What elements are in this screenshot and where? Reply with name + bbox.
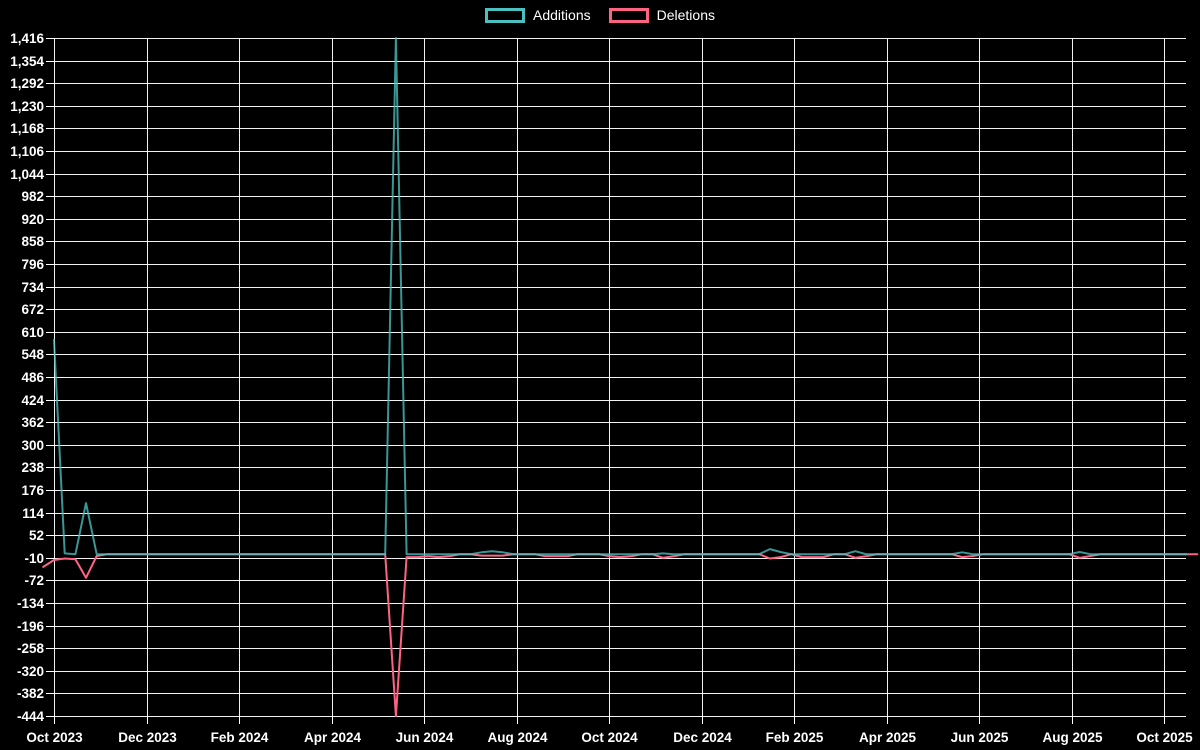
x-tick-label: Apr 2025 [859, 730, 917, 745]
y-tick-label: -444 [17, 709, 45, 724]
y-tick-label: 1,416 [10, 31, 44, 46]
y-tick-label: 920 [21, 212, 44, 227]
y-tick-label: 1,168 [10, 121, 44, 136]
y-tick-label: -382 [17, 686, 44, 701]
deletions-line [42, 553, 1199, 717]
deletions-legend-label: Deletions [656, 7, 715, 23]
additions-swatch [485, 7, 526, 23]
additions-line [53, 37, 1188, 556]
y-tick-label: 300 [21, 438, 44, 453]
y-tick-label: 548 [21, 347, 44, 362]
y-tick-label: 982 [21, 189, 44, 204]
y-tick-label: -10 [24, 551, 44, 566]
x-tick-label: Oct 2023 [26, 730, 83, 745]
x-tick-label: Feb 2025 [766, 730, 824, 745]
y-tick-label: 796 [21, 257, 44, 272]
y-tick-label: -258 [17, 641, 45, 656]
y-tick-label: 1,044 [10, 167, 44, 182]
y-tick-label: -320 [17, 664, 44, 679]
y-tick-label: 610 [21, 325, 44, 340]
chart-legend: Additions Deletions [0, 6, 1200, 24]
y-tick-label: 362 [21, 415, 44, 430]
y-tick-label: 424 [21, 393, 44, 408]
y-tick-label: 176 [21, 483, 44, 498]
x-tick-label: Apr 2024 [304, 730, 362, 745]
x-tick-label: Dec 2023 [118, 730, 177, 745]
y-tick-label: 1,230 [10, 99, 44, 114]
y-tick-label: -72 [24, 573, 44, 588]
y-tick-label: 1,354 [10, 54, 44, 69]
x-tick-label: Dec 2024 [673, 730, 732, 745]
legend-item-deletions[interactable]: Deletions [608, 6, 715, 24]
x-tick-label: Jun 2024 [396, 730, 454, 745]
y-tick-label: 1,292 [10, 76, 44, 91]
y-tick-label: 672 [21, 302, 44, 317]
additions-legend-label: Additions [533, 7, 591, 23]
x-tick-label: Aug 2024 [487, 730, 548, 745]
y-tick-label: 486 [21, 370, 44, 385]
y-tick-label: 858 [21, 234, 44, 249]
y-tick-label: 238 [21, 460, 44, 475]
y-tick-label: 734 [21, 280, 44, 295]
x-tick-label: Oct 2025 [1136, 730, 1193, 745]
x-tick-label: Jun 2025 [951, 730, 1009, 745]
y-tick-label: 1,106 [10, 144, 44, 159]
x-tick-label: Oct 2024 [581, 730, 638, 745]
x-tick-label: Aug 2025 [1042, 730, 1103, 745]
y-tick-label: 52 [29, 528, 44, 543]
x-tick-label: Feb 2024 [211, 730, 269, 745]
y-tick-label: -196 [17, 619, 45, 634]
y-tick-label: 114 [22, 506, 44, 521]
y-tick-label: -134 [17, 596, 45, 611]
legend-item-additions[interactable]: Additions [485, 6, 591, 24]
deletions-swatch [608, 7, 649, 23]
